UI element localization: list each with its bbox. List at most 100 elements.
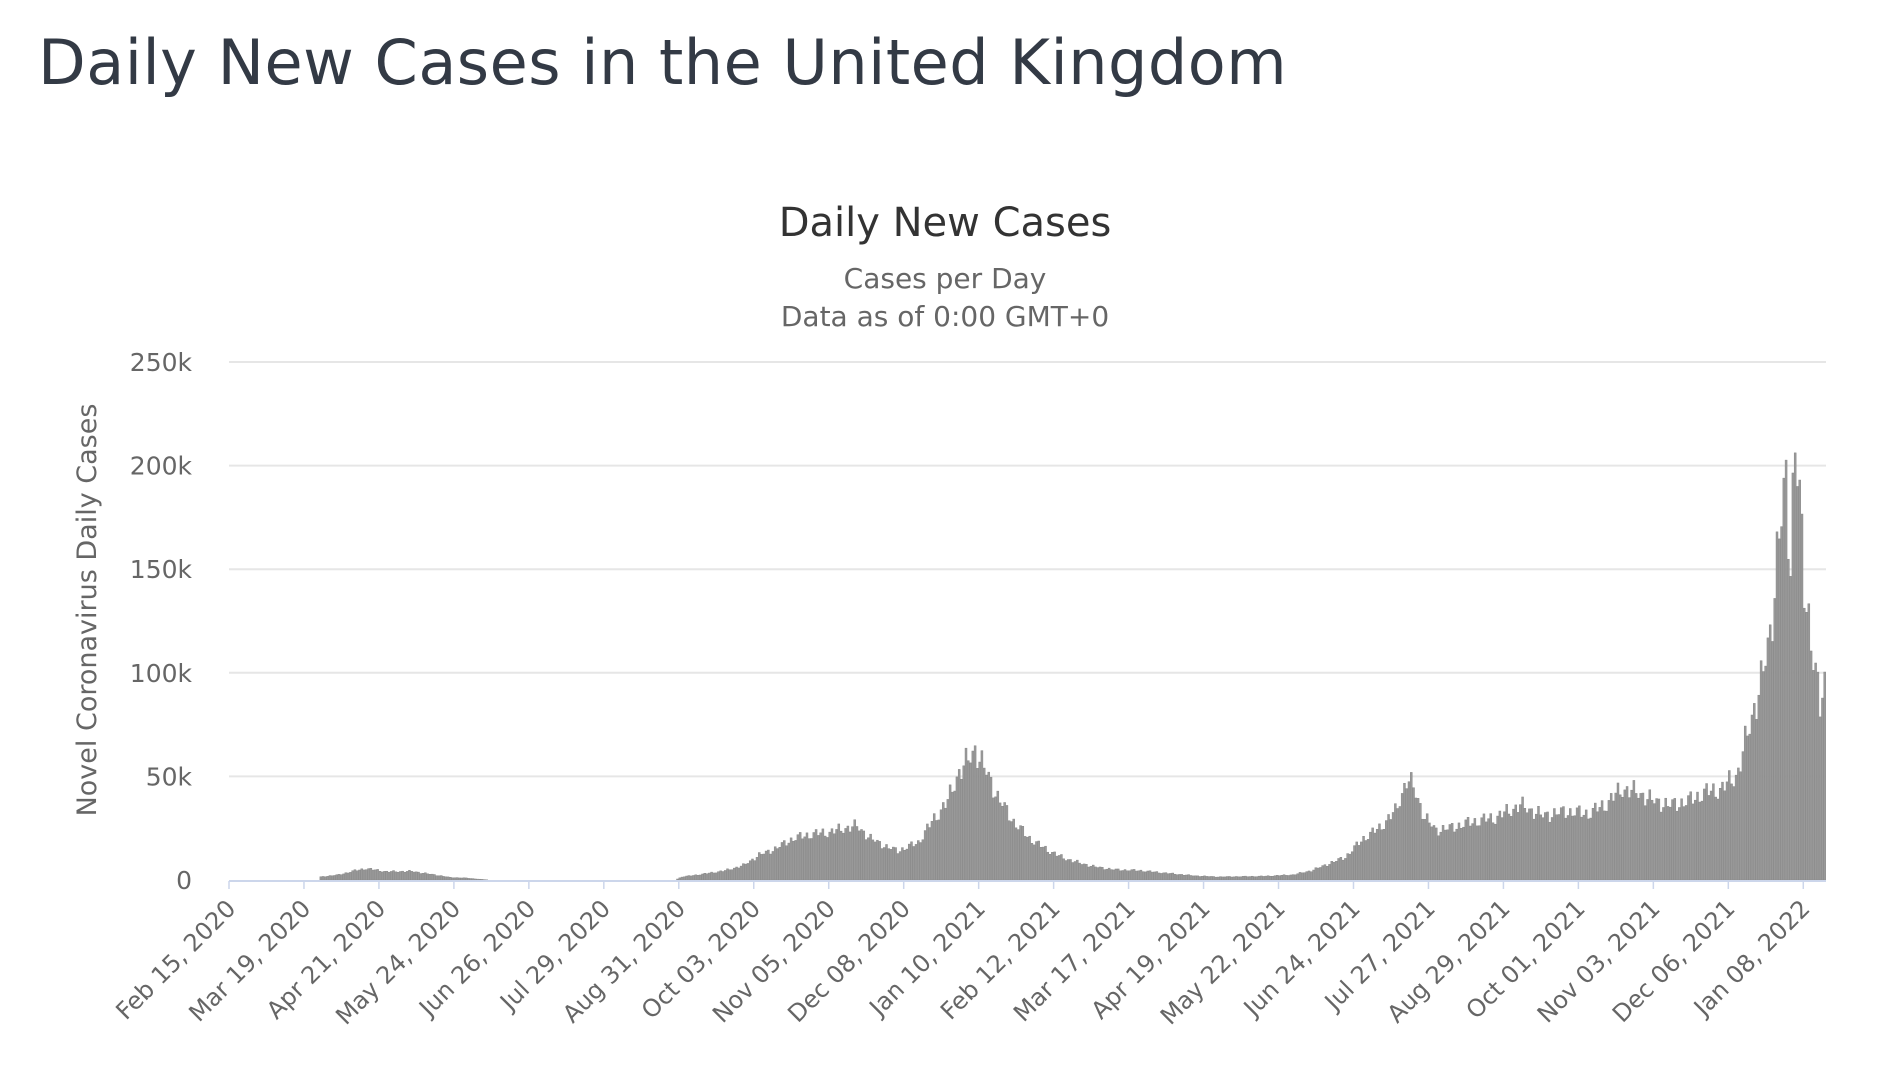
bar: [987, 771, 990, 881]
bar: [1428, 822, 1431, 881]
bar: [1014, 827, 1018, 881]
bar: [907, 843, 911, 881]
bar: [1691, 803, 1695, 881]
bar: [458, 877, 461, 881]
bar: [794, 840, 797, 881]
bar: [1709, 790, 1713, 881]
bar: [853, 819, 856, 881]
bar: [753, 860, 756, 881]
bar: [1816, 671, 1820, 881]
bar: [1321, 865, 1324, 881]
bar: [839, 830, 843, 881]
bar: [1164, 872, 1168, 881]
bar: [1482, 813, 1486, 881]
bar: [1812, 670, 1815, 881]
bar: [383, 871, 386, 881]
bar: [1162, 872, 1165, 881]
bar: [676, 878, 679, 881]
bar: [971, 750, 975, 881]
bar: [333, 875, 336, 881]
bar: [326, 876, 329, 881]
bar: [1364, 840, 1368, 881]
bar: [696, 874, 700, 881]
bar: [837, 823, 841, 881]
bar: [1035, 841, 1038, 881]
bar: [905, 848, 909, 881]
bar: [1285, 875, 1288, 881]
bar: [1212, 876, 1215, 881]
bar: [1707, 795, 1711, 881]
bar: [1210, 876, 1213, 881]
bar: [1403, 783, 1406, 881]
bar: [426, 873, 429, 881]
bar: [1559, 807, 1563, 881]
y-tick-label: 100k: [130, 659, 193, 688]
bar: [412, 871, 416, 881]
bar: [792, 840, 795, 881]
bar: [1248, 876, 1252, 881]
bar: [860, 829, 863, 881]
bar: [744, 863, 747, 881]
bar: [1634, 793, 1638, 881]
bar: [705, 873, 709, 881]
bar: [394, 871, 398, 881]
bar: [335, 874, 338, 881]
bar: [380, 871, 384, 881]
bar: [1389, 819, 1393, 881]
bar: [894, 847, 897, 881]
bar: [360, 868, 363, 881]
bar: [1189, 875, 1193, 881]
bar: [1221, 876, 1224, 881]
bar: [1771, 641, 1774, 881]
bar: [1037, 840, 1040, 881]
bar: [1271, 876, 1274, 881]
bar: [1028, 835, 1031, 881]
bar: [1793, 452, 1797, 881]
bar: [1180, 874, 1184, 881]
bar: [1412, 787, 1415, 881]
bar: [478, 878, 482, 881]
bar: [1487, 818, 1490, 881]
bar: [1273, 875, 1277, 881]
bar: [1775, 531, 1779, 881]
bar: [726, 868, 729, 881]
bar: [896, 853, 900, 881]
bar: [1498, 810, 1502, 881]
bar: [1121, 870, 1125, 881]
bar: [1753, 703, 1756, 881]
bar: [1580, 816, 1583, 881]
bar: [1400, 793, 1404, 881]
bar: [387, 871, 391, 881]
bar: [685, 875, 688, 881]
bar: [1460, 828, 1463, 881]
bar: [415, 871, 418, 881]
bar: [758, 852, 761, 881]
bar: [1739, 771, 1742, 881]
bar: [1605, 810, 1608, 881]
bar: [948, 784, 952, 881]
bar: [1103, 869, 1106, 881]
bar: [1278, 875, 1281, 881]
bar: [1664, 797, 1667, 881]
bar: [1216, 876, 1220, 881]
bar: [1796, 486, 1799, 881]
bar: [1067, 859, 1070, 881]
bar: [1191, 875, 1195, 881]
bar: [787, 842, 791, 881]
bar: [1203, 875, 1206, 881]
bar: [1659, 811, 1663, 881]
bar: [1155, 871, 1159, 881]
y-tick-label: 50k: [146, 762, 193, 791]
bar: [1725, 781, 1729, 881]
bar: [1076, 859, 1079, 881]
bar: [921, 839, 925, 881]
bar: [1146, 870, 1149, 881]
bar: [1332, 861, 1336, 881]
bar: [1130, 869, 1134, 881]
bar: [1712, 783, 1715, 881]
bar: [1098, 866, 1102, 881]
bar: [1132, 869, 1136, 881]
bar: [1759, 660, 1763, 881]
bar: [1714, 796, 1717, 881]
bar: [1019, 825, 1022, 881]
